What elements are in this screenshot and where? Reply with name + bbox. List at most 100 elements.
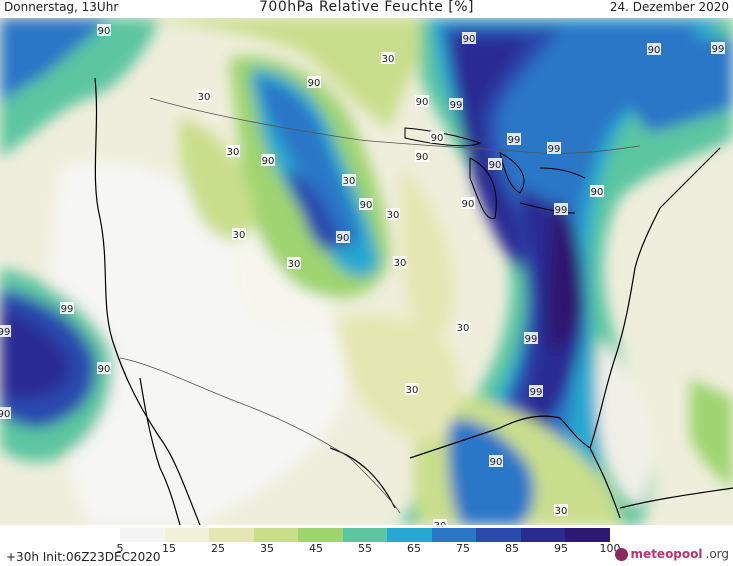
svg-text:90: 90 [337,233,350,244]
contour-label: 30 [433,519,447,525]
svg-text:30: 30 [198,92,211,103]
contour-label: 30 [287,257,301,270]
contour-label: 90 [461,197,475,210]
svg-text:30: 30 [382,54,395,65]
contour-label: 30 [554,504,568,517]
svg-text:90: 90 [98,364,111,375]
legend-tick-label: 15 [162,542,176,555]
meteopool-logo[interactable]: meteopool .org [614,547,730,561]
map-canvas: 9030903030903090303030909930309099909099… [0,18,733,525]
svg-text:30: 30 [288,259,301,270]
contour-label: 90 [415,150,429,163]
svg-text:30: 30 [457,323,470,334]
legend-swatch [342,528,388,542]
contour-label: 99 [0,325,11,338]
svg-text:30: 30 [394,258,407,269]
contour-label: 30 [381,52,395,65]
logo-text: meteopool [630,547,703,561]
svg-text:90: 90 [489,160,502,171]
contour-label: 90 [0,407,11,420]
svg-text:99: 99 [530,387,543,398]
contour-label: 90 [415,95,429,108]
contour-label: 90 [261,154,275,167]
contour-label: 90 [307,76,321,89]
svg-text:90: 90 [431,133,444,144]
forecast-date-label: 24. Dezember 2020 [609,0,729,14]
legend-tick-label: 5 [116,542,124,555]
legend-tick-label: 95 [554,542,568,555]
svg-text:90: 90 [490,457,503,468]
contour-labels: 9030903030903090303030909930309099909099… [0,24,725,525]
color-legend: 5 15 25 35 45 55 65 75 85 95 100 +30h Init:06Z23DE… [0,525,733,566]
humidity-map: 90 30 90 30 30 90 30 90 30 30 30 90 99 30 30 90 99 90 90 99… [0,18,733,525]
contour-label: 99 [711,42,725,55]
svg-text:90: 90 [416,152,429,163]
humidity-field [0,18,733,525]
svg-text:90: 90 [98,26,111,37]
contour-label: 90 [97,24,111,37]
forecast-day-label: Donnerstag, 13Uhr [4,0,119,14]
contour-label: 30 [393,256,407,269]
contour-label: 30 [456,321,470,334]
svg-text:90: 90 [0,409,10,420]
legend-swatch [387,528,432,542]
svg-text:99: 99 [508,135,521,146]
legend-ticks: 5 15 25 35 45 55 65 75 85 95 100 [116,542,621,555]
contour-label: 99 [507,133,521,146]
legend-tick-label: 75 [456,542,470,555]
svg-text:90: 90 [416,97,429,108]
map-header: Donnerstag, 13Uhr 700hPa Relative Feucht… [0,0,733,18]
contour-label: 90 [488,158,502,171]
contour-label: 90 [430,131,444,144]
country-borders [119,97,641,514]
contour-label: 99 [529,385,543,398]
legend-swatch [253,528,299,542]
svg-text:30: 30 [555,506,568,517]
legend-swatch [120,528,165,542]
svg-text:99: 99 [0,327,10,338]
svg-text:90: 90 [462,199,475,210]
legend-color-bar [120,528,611,542]
legend-tick-label: 65 [407,542,421,555]
contour-label: 90 [647,43,661,56]
legend-tick-label: 85 [505,542,519,555]
contour-label: 90 [359,198,373,211]
contour-label: 30 [405,383,419,396]
svg-text:30: 30 [406,385,419,396]
legend-swatch [298,528,343,542]
svg-text:90: 90 [648,45,661,56]
svg-text:30: 30 [387,210,400,221]
contour-label: 30 [386,208,400,221]
svg-text:99: 99 [450,100,463,111]
svg-text:90: 90 [308,78,321,89]
great-lakes [404,127,586,220]
logo-tld: .org [705,547,730,561]
legend-swatch [209,528,254,542]
svg-text:90: 90 [262,156,275,167]
svg-text:90: 90 [463,34,476,45]
svg-text:99: 99 [61,304,74,315]
legend-swatch [565,528,611,542]
legend-swatch [476,528,521,542]
init-time-label: +30h Init:06Z23DEC2020 [6,550,161,564]
contour-label: 90 [462,32,476,45]
contour-label: 30 [232,228,246,241]
svg-text:90: 90 [360,200,373,211]
contour-label: 90 [336,231,350,244]
contour-label: 30 [197,90,211,103]
svg-text:30: 30 [233,230,246,241]
svg-text:30: 30 [227,147,240,158]
contour-label: 99 [547,142,561,155]
legend-swatch [431,528,477,542]
svg-text:99: 99 [525,334,538,345]
contour-label: 30 [342,174,356,187]
svg-text:30: 30 [434,521,447,525]
contour-label: 90 [97,362,111,375]
svg-text:99: 99 [555,205,568,216]
contour-label: 99 [554,203,568,216]
contour-label: 99 [60,302,74,315]
legend-tick-label: 25 [211,542,225,555]
svg-text:99: 99 [548,144,561,155]
legend-tick-label: 55 [358,542,372,555]
coastline [94,77,733,525]
